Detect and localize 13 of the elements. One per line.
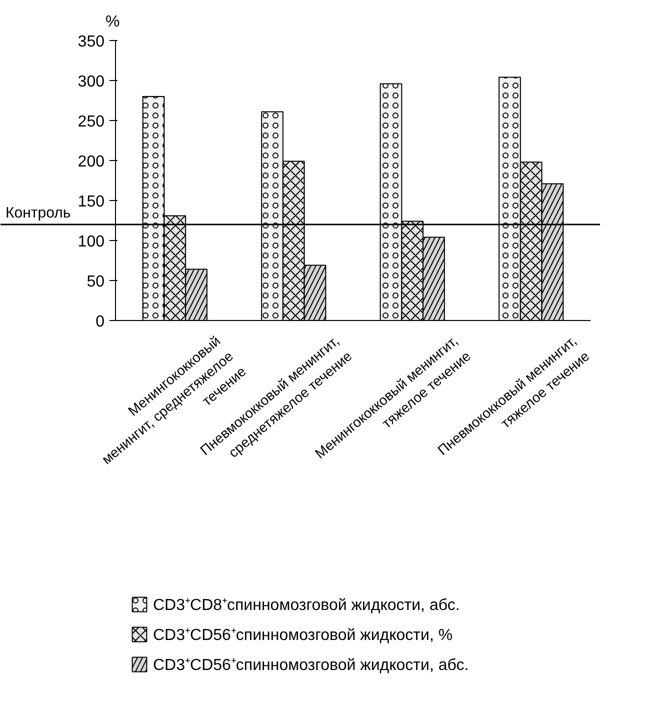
ref-line-label: Контроль <box>6 204 71 222</box>
y-tick-label: 300 <box>78 74 105 90</box>
y-tick-label: 350 <box>78 34 105 50</box>
legend-label: CD3⁺CD56⁺спинномозговой жидкости, абс. <box>153 656 469 675</box>
legend-label: CD3⁺CD56⁺спинномозговой жидкости, % <box>153 626 453 645</box>
y-tick-label: 50 <box>86 274 105 290</box>
y-tick-label: 150 <box>78 194 105 210</box>
y-tick-label: 200 <box>78 154 105 170</box>
y-axis-title: % <box>106 14 120 30</box>
legend-label: CD3⁺CD8⁺спинномозговой жидкости, абс. <box>153 596 460 615</box>
y-tick-label: 0 <box>96 314 105 330</box>
y-tick-label: 250 <box>78 114 105 130</box>
y-tick-label: 100 <box>78 234 105 250</box>
